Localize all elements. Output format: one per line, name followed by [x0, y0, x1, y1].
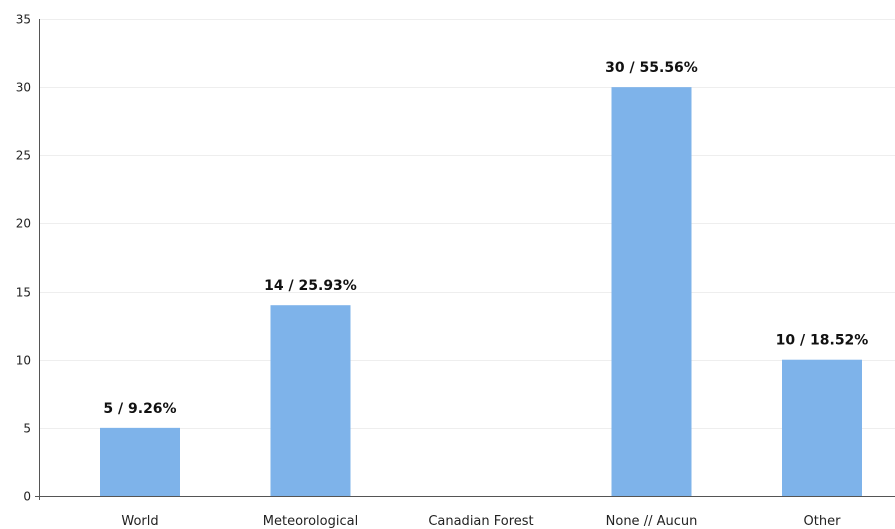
y-tick-label: 30 [16, 81, 31, 95]
bars [100, 87, 862, 497]
y-tick-label: 25 [16, 149, 31, 163]
x-tick-label: Canadian Forest [428, 514, 533, 529]
data-label: 5 / 9.26% [103, 401, 176, 417]
x-tick-label: None // Aucun [606, 514, 698, 529]
bar [611, 87, 692, 497]
data-label: 30 / 55.56% [605, 60, 698, 76]
y-tick-label: 35 [16, 13, 31, 27]
y-tick-label: 0 [23, 490, 31, 504]
y-tick-label: 20 [16, 217, 31, 231]
x-tick-label: Other [804, 514, 842, 529]
labels: 0 5 10 15 20 25 30 35 5 / 9.26% World 14 / 25.93% M… [16, 13, 869, 529]
data-label: 10 / 18.52% [776, 333, 869, 349]
data-label: 14 / 25.93% [264, 278, 357, 294]
bar [782, 359, 862, 496]
grid-layer [39, 19, 895, 429]
axes [35, 19, 895, 500]
bar [100, 427, 180, 496]
bar [270, 305, 351, 496]
x-tick-label: World [121, 514, 158, 529]
y-tick-label: 15 [16, 286, 31, 300]
y-tick-label: 5 [23, 422, 31, 436]
x-tick-label: Meteorological [263, 514, 358, 529]
y-tick-label: 10 [16, 354, 31, 368]
